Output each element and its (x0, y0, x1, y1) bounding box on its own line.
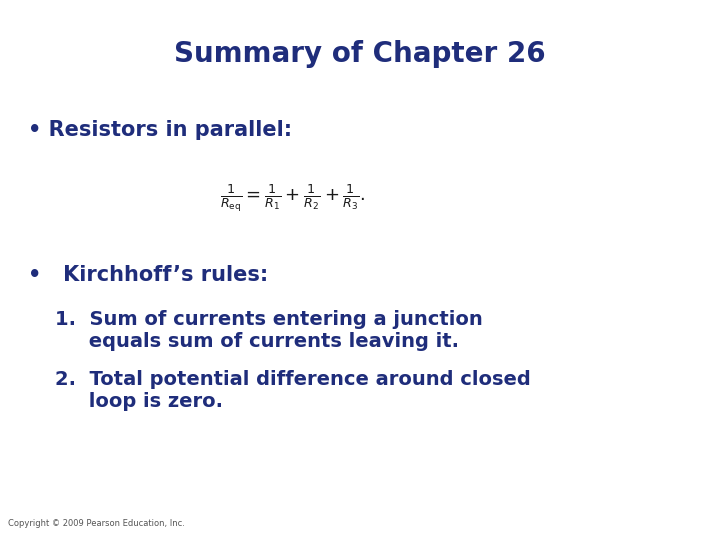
Text: 2.  Total potential difference around closed: 2. Total potential difference around clo… (55, 370, 531, 389)
Text: Summary of Chapter 26: Summary of Chapter 26 (174, 40, 546, 68)
Text: Copyright © 2009 Pearson Education, Inc.: Copyright © 2009 Pearson Education, Inc. (8, 519, 185, 528)
Text: 1.  Sum of currents entering a junction: 1. Sum of currents entering a junction (55, 310, 482, 329)
Text: •   Kirchhoff’s rules:: • Kirchhoff’s rules: (28, 265, 269, 285)
Text: $\frac{1}{R_{\mathrm{eq}}} = \frac{1}{R_1} + \frac{1}{R_2} + \frac{1}{R_3}.$: $\frac{1}{R_{\mathrm{eq}}} = \frac{1}{R_… (220, 182, 365, 214)
Text: • Resistors in parallel:: • Resistors in parallel: (28, 120, 292, 140)
Text: equals sum of currents leaving it.: equals sum of currents leaving it. (55, 332, 459, 351)
Text: loop is zero.: loop is zero. (55, 392, 223, 411)
